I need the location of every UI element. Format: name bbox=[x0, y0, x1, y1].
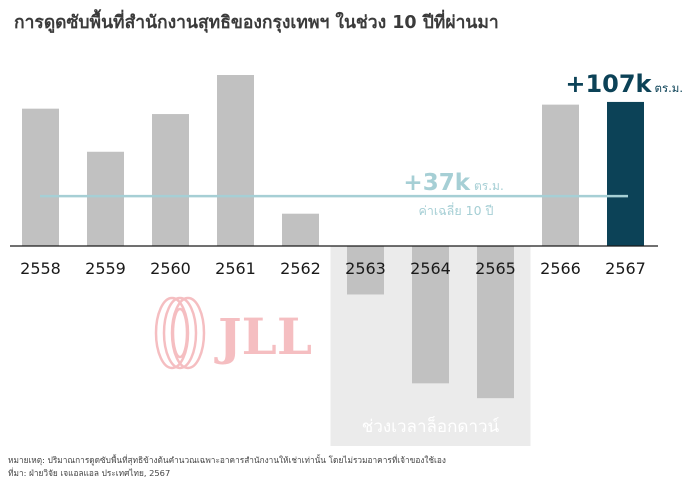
bar-2563 bbox=[347, 246, 384, 295]
average-caption: ค่าเฉลี่ย 10 ปี bbox=[419, 202, 494, 218]
lockdown-caption: ช่วงเวลาล็อกดาวน์ bbox=[362, 415, 500, 437]
jll-logo: JLL bbox=[154, 296, 312, 370]
x-tick-label-2560: 2560 bbox=[150, 259, 191, 278]
bar-2566 bbox=[542, 104, 579, 247]
bar-2559 bbox=[87, 151, 124, 246]
latest-unit-label: ตร.ม. bbox=[655, 81, 684, 95]
bar-2562 bbox=[282, 213, 319, 246]
latest-value-label: +107k bbox=[565, 70, 652, 98]
x-tick-label-2561: 2561 bbox=[215, 259, 256, 278]
footnote-source: ที่มา: ฝ่ายวิจัย เจแอลแอล ประเทศไทย, 256… bbox=[8, 468, 171, 478]
x-tick-label-2558: 2558 bbox=[20, 259, 61, 278]
bar-2561 bbox=[217, 75, 254, 246]
x-tick-label-2567: 2567 bbox=[605, 259, 646, 278]
x-tick-label-2565: 2565 bbox=[475, 259, 516, 278]
x-tick-label-2564: 2564 bbox=[410, 259, 451, 278]
bar-2565 bbox=[477, 246, 514, 399]
logo-text: JLL bbox=[214, 307, 312, 366]
chart-title: การดูดซับพื้นที่สำนักงานสุทธิของกรุงเทพฯ… bbox=[14, 13, 499, 33]
bar-2560 bbox=[152, 114, 189, 246]
x-tick-label-2563: 2563 bbox=[345, 259, 386, 278]
x-tick-label-2559: 2559 bbox=[85, 259, 126, 278]
average-unit-label: ตร.ม. bbox=[474, 179, 504, 193]
x-tick-label-2562: 2562 bbox=[280, 259, 321, 278]
bar-2567 bbox=[607, 101, 644, 246]
footnote-note: หมายเหตุ: ปริมาณการดูดซับพื้นที่สุทธิข้า… bbox=[8, 455, 446, 465]
bar-2558 bbox=[22, 108, 59, 247]
bar-chart: JLL 2558 2559 2560 2561 2562 2563 2564 2565 2566… bbox=[10, 70, 684, 446]
average-value-label: +37k bbox=[403, 170, 470, 196]
x-tick-label-2566: 2566 bbox=[540, 259, 581, 278]
bar-2564 bbox=[412, 246, 449, 384]
